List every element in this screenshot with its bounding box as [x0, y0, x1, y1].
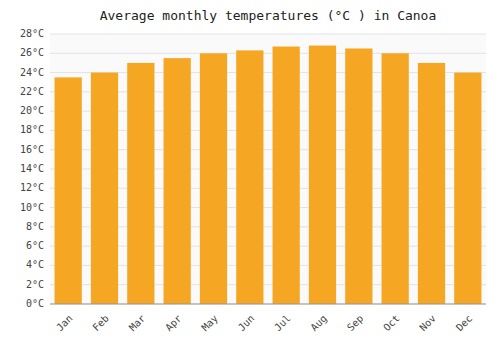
y-tick-label: 10°C — [20, 202, 44, 213]
y-tick-label: 28°C — [20, 28, 44, 39]
y-tick-label: 14°C — [20, 163, 44, 174]
y-tick-label: 26°C — [20, 47, 44, 58]
x-axis: Jan Feb Mar Apr May Jun Jul Aug Sep Oct Nov Dec — [54, 313, 474, 334]
y-tick-label: 6°C — [26, 240, 44, 251]
title: Average monthly temperatures (°C ) in Ca… — [100, 8, 437, 23]
bar — [127, 63, 154, 304]
bar — [91, 73, 118, 304]
y-tick-label: 20°C — [20, 105, 44, 116]
bars — [55, 46, 482, 304]
grid-line — [50, 34, 486, 35]
y-axis: 0°C 2°C 4°C 6°C 8°C 10°C 12°C 14°C 16°C 18°C 20°C 2… — [20, 28, 44, 309]
bar — [382, 53, 409, 304]
x-tick-label: Sep — [345, 313, 366, 334]
bar — [418, 63, 445, 304]
x-axis-line — [50, 304, 486, 305]
bar — [200, 53, 227, 304]
x-tick-label: Mar — [127, 313, 148, 334]
x-tick-label: Jul — [272, 313, 293, 334]
bar — [55, 77, 82, 304]
y-tick-label: 18°C — [20, 124, 44, 135]
y-tick-label: 16°C — [20, 144, 44, 155]
x-tick-label: Jan — [54, 313, 75, 334]
grid-line — [50, 53, 486, 54]
y-grid — [50, 34, 486, 304]
x-tick-label: Apr — [163, 313, 184, 334]
y-tick-label: 24°C — [20, 67, 44, 78]
bar — [454, 73, 481, 304]
x-tick-label: May — [199, 313, 220, 334]
x-tick-label: Oct — [381, 313, 402, 334]
x-tick-label: Jun — [236, 313, 257, 334]
chart-container: 0°C 2°C 4°C 6°C 8°C 10°C 12°C 14°C 16°C 18°C 20°C 2… — [0, 0, 500, 350]
x-tick-label: Aug — [308, 313, 329, 334]
y-tick-label: 2°C — [26, 279, 44, 290]
bar — [273, 47, 300, 304]
y-tick-label: 8°C — [26, 221, 44, 232]
y-tick-label: 4°C — [26, 259, 44, 270]
y-tick-label: 0°C — [26, 298, 44, 309]
x-tick-label: Dec — [454, 313, 475, 334]
bar — [236, 50, 263, 304]
grid-line — [50, 304, 486, 305]
chart-svg: 0°C 2°C 4°C 6°C 8°C 10°C 12°C 14°C 16°C 18°C 20°C 2… — [0, 0, 500, 350]
bar — [345, 48, 372, 304]
bar — [309, 46, 336, 304]
y-tick-label: 22°C — [20, 86, 44, 97]
x-tick-label: Nov — [417, 313, 438, 334]
x-tick-label: Feb — [90, 313, 111, 334]
bar — [164, 58, 191, 304]
y-tick-label: 12°C — [20, 182, 44, 193]
plot-background — [50, 34, 486, 304]
